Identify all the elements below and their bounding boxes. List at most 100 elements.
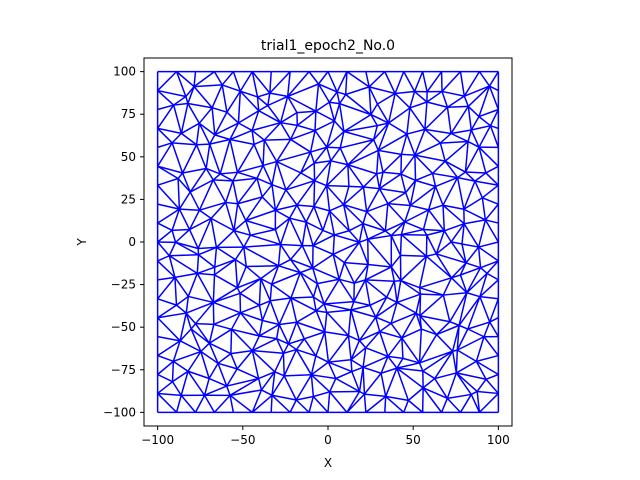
y-tick-label: 50 — [121, 150, 136, 164]
mesh-edge — [467, 129, 472, 142]
mesh-edge — [477, 246, 482, 268]
mesh-edge — [259, 335, 277, 340]
mesh-edge — [288, 338, 305, 345]
mesh-edge — [470, 390, 478, 396]
mesh-edge — [280, 121, 298, 127]
mesh-edge — [401, 228, 424, 236]
mesh-edge — [463, 95, 470, 107]
mesh-edge — [178, 191, 191, 210]
mesh-edge — [232, 71, 242, 92]
mesh-edge — [451, 241, 463, 245]
mesh-edge — [178, 208, 191, 230]
mesh-edge — [460, 266, 481, 276]
mesh-edge — [236, 350, 253, 370]
mesh-edge — [157, 165, 183, 174]
x-tick-label: −50 — [230, 433, 255, 447]
mesh-edge — [481, 197, 487, 221]
mesh-edge — [377, 122, 389, 127]
mesh-edge — [490, 124, 499, 130]
mesh-edge — [488, 85, 500, 110]
mesh-edge — [379, 330, 403, 339]
mesh-edge — [282, 353, 285, 376]
mesh-edge — [325, 160, 332, 186]
mesh-edge — [338, 278, 355, 284]
mesh-edge — [175, 395, 182, 413]
mesh-edge — [444, 160, 459, 179]
mesh-edge — [369, 305, 377, 318]
mesh-edge — [346, 71, 370, 88]
mesh-edge — [259, 300, 271, 306]
mesh-edge — [329, 391, 348, 413]
mesh-edge — [394, 279, 401, 282]
mesh-edge — [237, 203, 247, 221]
mesh-edge — [485, 373, 499, 380]
mesh-edge — [275, 204, 298, 211]
mesh-edge — [274, 189, 287, 211]
mesh-edge — [313, 146, 328, 164]
mesh-edge — [442, 205, 446, 231]
mesh-edge — [230, 328, 253, 352]
mesh-edge — [211, 107, 216, 135]
mesh-edge — [322, 210, 331, 231]
mesh-edge — [194, 394, 206, 413]
mesh-edge — [394, 92, 411, 109]
mesh-edge — [270, 395, 273, 413]
mesh-edge — [190, 328, 202, 352]
mesh-edge — [488, 71, 500, 87]
mesh-edge — [415, 172, 433, 182]
mesh-edge — [343, 241, 360, 264]
mesh-edge — [232, 180, 239, 204]
mesh-edge — [238, 110, 260, 124]
mesh-edge — [410, 204, 429, 211]
y-tick-label: 25 — [121, 192, 136, 206]
mesh-edge — [330, 160, 349, 166]
mesh-edge — [338, 278, 355, 303]
mesh-edge — [213, 394, 231, 413]
mesh-edge — [439, 132, 452, 144]
mesh-edge — [209, 138, 231, 145]
mesh-edge — [271, 184, 277, 211]
mesh-edge — [426, 101, 448, 108]
mesh-edge — [370, 114, 378, 127]
mesh-edge — [435, 176, 458, 188]
mesh-edge — [187, 370, 206, 396]
mesh-edge — [390, 266, 396, 282]
mesh-edge — [489, 125, 500, 148]
mesh-edge — [301, 245, 314, 269]
mesh-edge — [347, 164, 377, 175]
mesh-edge — [229, 377, 259, 396]
mesh-edge — [156, 142, 173, 167]
mesh-edge — [474, 180, 499, 186]
mesh-edge — [314, 160, 331, 164]
mesh-edge — [418, 362, 424, 372]
mesh-edge — [406, 128, 426, 135]
mesh-edge — [365, 331, 381, 349]
mesh-edge — [263, 139, 278, 162]
mesh-edge — [226, 385, 231, 396]
mesh-edge — [365, 279, 395, 282]
mesh-edge — [324, 331, 349, 337]
mesh-edge — [300, 172, 315, 182]
x-tick-label: 50 — [406, 433, 421, 447]
mesh-edge — [205, 167, 221, 175]
mesh-edge — [338, 103, 345, 132]
mesh-edge — [395, 90, 415, 95]
mesh-edge — [335, 370, 353, 380]
mesh-edge — [262, 165, 273, 186]
mesh-edge — [347, 149, 379, 166]
mesh-edge — [267, 105, 282, 124]
mesh-edge — [353, 264, 369, 284]
mesh-edge — [174, 272, 198, 279]
mesh-edge — [347, 164, 365, 188]
mesh-edge — [212, 274, 216, 303]
mesh-edge — [419, 350, 453, 364]
mesh-edge — [172, 340, 181, 362]
mesh-edge — [450, 241, 467, 264]
mesh-edge — [214, 258, 236, 276]
mesh-edge — [387, 355, 404, 360]
mesh-edge — [436, 321, 451, 336]
mesh-edge — [465, 246, 480, 264]
mesh-edge — [157, 381, 173, 395]
mesh-edge — [185, 312, 197, 325]
